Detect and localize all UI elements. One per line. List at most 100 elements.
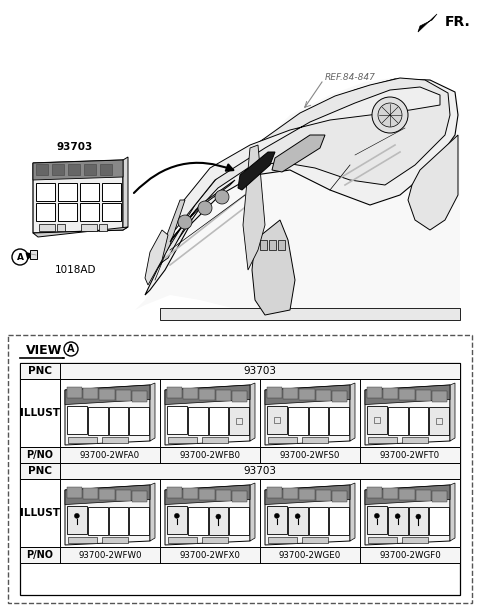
Bar: [30, 250, 37, 259]
Bar: [388, 407, 408, 434]
Polygon shape: [160, 308, 460, 320]
Bar: [267, 487, 282, 498]
Bar: [80, 183, 99, 201]
Text: PNC: PNC: [28, 366, 52, 376]
Bar: [102, 203, 121, 221]
Bar: [132, 390, 147, 402]
Bar: [301, 537, 328, 543]
Bar: [67, 506, 87, 534]
Polygon shape: [243, 145, 265, 270]
Text: 93700-2WFT0: 93700-2WFT0: [380, 451, 440, 459]
Bar: [88, 507, 108, 534]
Bar: [278, 240, 285, 250]
Polygon shape: [252, 220, 295, 315]
Bar: [267, 406, 287, 434]
Polygon shape: [365, 485, 450, 545]
Bar: [167, 406, 187, 434]
Polygon shape: [450, 483, 455, 541]
Bar: [68, 437, 97, 443]
Circle shape: [64, 342, 78, 356]
Polygon shape: [33, 160, 123, 180]
Text: P/NO: P/NO: [26, 450, 53, 460]
Text: 93700-2WGE0: 93700-2WGE0: [279, 550, 341, 559]
Bar: [102, 437, 128, 443]
Bar: [268, 537, 297, 543]
Bar: [300, 389, 314, 400]
Polygon shape: [238, 152, 275, 190]
Bar: [99, 489, 115, 500]
Polygon shape: [165, 385, 250, 404]
Circle shape: [12, 249, 28, 265]
Polygon shape: [350, 483, 355, 541]
Polygon shape: [265, 485, 350, 504]
Bar: [188, 507, 207, 534]
Bar: [268, 437, 297, 443]
Bar: [367, 387, 382, 398]
Bar: [416, 390, 431, 401]
Bar: [309, 407, 328, 435]
Bar: [58, 183, 77, 201]
Circle shape: [275, 514, 279, 518]
Bar: [429, 407, 449, 435]
Bar: [332, 390, 347, 402]
Bar: [267, 506, 287, 534]
Bar: [129, 407, 149, 435]
Bar: [367, 406, 387, 434]
Text: 93700-2WFS0: 93700-2WFS0: [280, 451, 340, 459]
Text: REF.84-847: REF.84-847: [325, 73, 376, 82]
Bar: [267, 387, 282, 398]
Circle shape: [198, 201, 212, 215]
Bar: [102, 183, 121, 201]
Bar: [374, 417, 380, 423]
Circle shape: [378, 103, 402, 127]
Bar: [20, 379, 460, 447]
Bar: [309, 507, 328, 535]
Polygon shape: [365, 485, 450, 504]
Polygon shape: [65, 385, 150, 404]
Polygon shape: [33, 227, 128, 237]
Bar: [260, 240, 267, 250]
Bar: [232, 490, 247, 502]
Text: 93700-2WGF0: 93700-2WGF0: [379, 550, 441, 559]
Bar: [283, 387, 299, 399]
Polygon shape: [170, 180, 235, 242]
Text: 1018AD: 1018AD: [55, 265, 96, 275]
Bar: [183, 487, 198, 499]
Bar: [116, 390, 131, 401]
Bar: [108, 507, 128, 535]
Bar: [80, 203, 99, 221]
Bar: [432, 490, 447, 502]
Bar: [316, 489, 331, 501]
Polygon shape: [418, 14, 437, 32]
Bar: [436, 418, 442, 424]
Circle shape: [395, 514, 400, 518]
Polygon shape: [145, 79, 458, 295]
Bar: [399, 489, 415, 500]
Bar: [83, 487, 98, 499]
Bar: [232, 390, 247, 402]
Bar: [100, 164, 112, 175]
Bar: [20, 463, 460, 479]
Polygon shape: [158, 78, 450, 265]
Bar: [36, 203, 55, 221]
Circle shape: [74, 514, 79, 518]
Circle shape: [416, 514, 421, 519]
Bar: [58, 203, 77, 221]
Bar: [20, 363, 460, 379]
Bar: [368, 437, 397, 443]
Circle shape: [374, 514, 379, 518]
Bar: [168, 437, 197, 443]
Text: ILLUST: ILLUST: [20, 508, 60, 518]
Polygon shape: [272, 135, 325, 172]
Bar: [383, 387, 398, 399]
Bar: [99, 389, 115, 400]
Polygon shape: [350, 383, 355, 441]
Bar: [20, 479, 460, 547]
Polygon shape: [65, 485, 150, 504]
Text: A: A: [67, 344, 75, 354]
Bar: [300, 489, 314, 500]
Bar: [216, 390, 231, 401]
Bar: [288, 407, 308, 434]
Bar: [274, 417, 280, 423]
Bar: [408, 507, 428, 535]
